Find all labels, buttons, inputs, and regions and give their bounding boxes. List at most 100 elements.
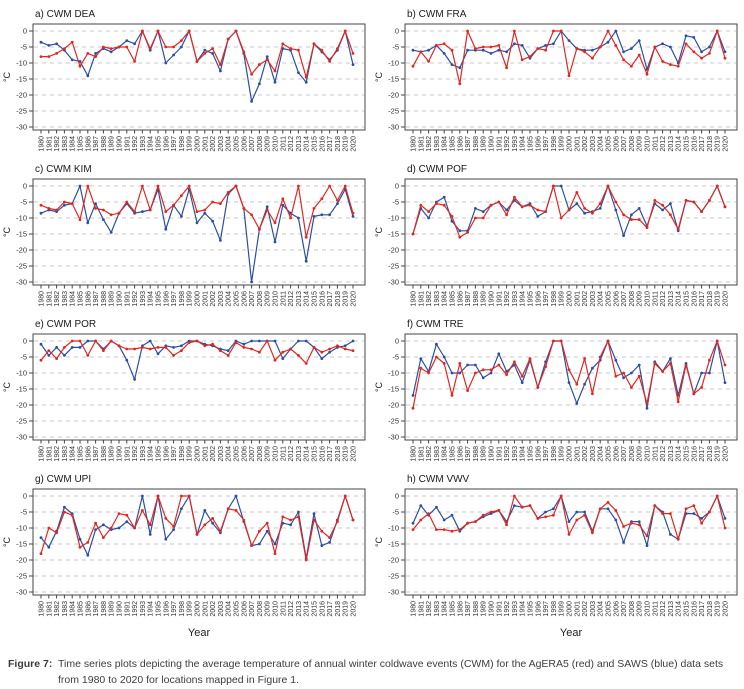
series-line-saws: [412, 340, 726, 409]
data-point-agera5: [281, 350, 285, 354]
data-point-agera5: [203, 523, 207, 527]
data-point-saws: [156, 352, 160, 356]
data-point-saws: [304, 339, 308, 343]
data-point-agera5: [336, 520, 339, 523]
x-tick-label: 2011: [280, 601, 287, 616]
x-tick-label: 1988: [473, 446, 480, 462]
data-point-agera5: [133, 347, 137, 351]
x-tick-label: 1992: [504, 291, 511, 307]
plot-box: [404, 488, 738, 596]
data-point-saws: [513, 504, 516, 507]
data-point-agera5: [343, 184, 347, 188]
data-point-agera5: [458, 528, 462, 531]
data-point-agera5: [297, 515, 300, 519]
panel-title: e) CWM POR: [35, 319, 96, 330]
data-point-saws: [351, 215, 355, 218]
data-point-saws: [250, 100, 254, 103]
x-tick-label: 1993: [140, 136, 147, 152]
data-point-agera5: [187, 184, 191, 188]
data-point-agera5: [591, 56, 594, 60]
data-point-agera5: [614, 44, 618, 47]
data-point-agera5: [520, 58, 524, 62]
data-point-agera5: [109, 213, 113, 217]
data-point-saws: [312, 215, 316, 218]
data-point-saws: [536, 215, 540, 218]
y-tick-label: -30: [16, 433, 27, 442]
x-tick-label: 2015: [684, 446, 691, 462]
x-tick-label: 1984: [442, 446, 449, 462]
x-tick-label: 2019: [343, 291, 350, 307]
data-point-saws: [63, 505, 66, 509]
y-tick-label: -25: [16, 262, 27, 271]
data-point-agera5: [172, 45, 176, 49]
x-tick-label: 2012: [288, 291, 295, 307]
x-tick-label: 2020: [723, 136, 730, 152]
x-tick-label: 1985: [78, 601, 85, 617]
data-point-saws: [304, 259, 308, 263]
data-point-saws: [450, 513, 454, 517]
data-point-saws: [125, 520, 129, 523]
y-tick-label: -5: [20, 508, 27, 517]
x-tick-label: 1982: [426, 136, 433, 152]
data-point-agera5: [125, 513, 129, 517]
data-point-agera5: [708, 510, 711, 514]
x-tick-label: 1987: [465, 601, 472, 617]
x-tick-label: 1986: [457, 136, 464, 152]
x-tick-label: 1993: [140, 601, 147, 617]
x-tick-label: 1992: [504, 601, 511, 617]
data-point-saws: [109, 50, 113, 54]
chart-panel-a: a) CWM DEA 0 -5 -10 -15 -20 -25 -30 1980 1981 1982…: [0, 4, 372, 159]
data-point-agera5: [117, 211, 121, 215]
data-point-agera5: [669, 63, 672, 66]
data-point-agera5: [242, 50, 246, 54]
y-tick-label: -25: [388, 107, 399, 116]
x-tick-label: 1981: [418, 136, 425, 152]
data-point-saws: [419, 504, 423, 507]
data-point-saws: [669, 357, 672, 360]
data-point-agera5: [312, 346, 316, 349]
data-point-agera5: [47, 526, 51, 530]
data-point-saws: [669, 202, 672, 205]
data-point-agera5: [336, 199, 339, 202]
data-point-agera5: [723, 363, 727, 367]
data-point-saws: [567, 520, 571, 523]
x-tick-label: 1985: [78, 291, 85, 307]
x-tick-label: 1992: [132, 136, 139, 152]
x-tick-label: 2015: [312, 601, 319, 617]
data-point-agera5: [250, 347, 254, 351]
data-point-agera5: [466, 29, 469, 33]
x-tick-label: 1995: [156, 446, 163, 462]
x-tick-label: 2004: [226, 601, 233, 617]
x-tick-label: 1999: [559, 601, 566, 617]
data-point-saws: [474, 363, 477, 367]
data-point-agera5: [520, 205, 524, 209]
x-tick-label: 1998: [551, 291, 558, 307]
data-point-agera5: [536, 517, 540, 520]
data-point-agera5: [505, 66, 508, 70]
y-tick-label: -30: [388, 278, 399, 287]
data-point-agera5: [47, 55, 51, 58]
data-point-saws: [481, 210, 485, 213]
y-tick-label: 0: [395, 492, 399, 501]
data-point-saws: [125, 358, 129, 362]
data-point-agera5: [474, 216, 477, 220]
data-point-saws: [47, 354, 51, 357]
data-point-agera5: [86, 354, 90, 357]
data-point-saws: [320, 544, 324, 547]
data-point-agera5: [102, 208, 105, 212]
x-tick-label: 1990: [117, 136, 124, 152]
plot-box: [32, 23, 366, 131]
data-point-agera5: [637, 218, 641, 221]
data-point-agera5: [304, 558, 308, 562]
x-tick-label: 1983: [62, 291, 69, 307]
x-tick-label: 2009: [265, 601, 272, 617]
data-point-agera5: [55, 357, 58, 360]
x-tick-label: 2015: [684, 291, 691, 307]
data-point-saws: [141, 494, 144, 498]
data-point-agera5: [351, 518, 355, 522]
data-point-agera5: [614, 509, 618, 512]
x-tick-label: 2006: [613, 291, 620, 307]
x-tick-label: 1980: [39, 601, 46, 617]
x-tick-label: 2018: [335, 446, 342, 462]
data-point-agera5: [109, 47, 113, 50]
